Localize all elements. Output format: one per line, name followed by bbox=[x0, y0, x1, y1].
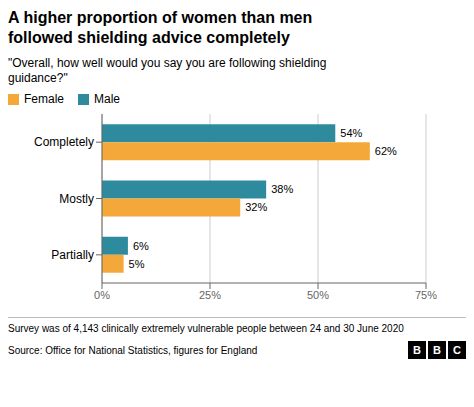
svg-text:5%: 5% bbox=[129, 258, 145, 270]
svg-text:25%: 25% bbox=[199, 289, 221, 301]
svg-text:Mostly: Mostly bbox=[59, 192, 94, 206]
svg-text:32%: 32% bbox=[245, 201, 267, 213]
html-text:Male: Male bbox=[94, 92, 120, 106]
html-text:B: B bbox=[413, 344, 421, 356]
svg-text:Partially: Partially bbox=[51, 248, 94, 262]
html-text:Female: Female bbox=[24, 92, 64, 106]
html-text:B: B bbox=[433, 344, 441, 356]
html-text:C: C bbox=[453, 344, 461, 356]
svg-text:75%: 75% bbox=[415, 289, 437, 301]
svg-text:Completely: Completely bbox=[34, 135, 94, 149]
html-text:Survey was of 4,143 clinically: Survey was of 4,143 clinically extremely… bbox=[8, 323, 404, 334]
svg-text:38%: 38% bbox=[271, 183, 293, 195]
html-text:"Overall, how well would you s: "Overall, how well would you say you are… bbox=[8, 56, 327, 85]
html-text:Source: Office for National St: Source: Office for National Statistics, … bbox=[8, 344, 258, 356]
html-text:A higher proportion of women t: A higher proportion of women than men fo… bbox=[8, 9, 313, 46]
svg-text:0%: 0% bbox=[94, 289, 110, 301]
svg-text:62%: 62% bbox=[375, 145, 397, 157]
svg-text:54%: 54% bbox=[340, 127, 362, 139]
svg-text:6%: 6% bbox=[133, 240, 149, 252]
svg-text:50%: 50% bbox=[307, 289, 329, 301]
